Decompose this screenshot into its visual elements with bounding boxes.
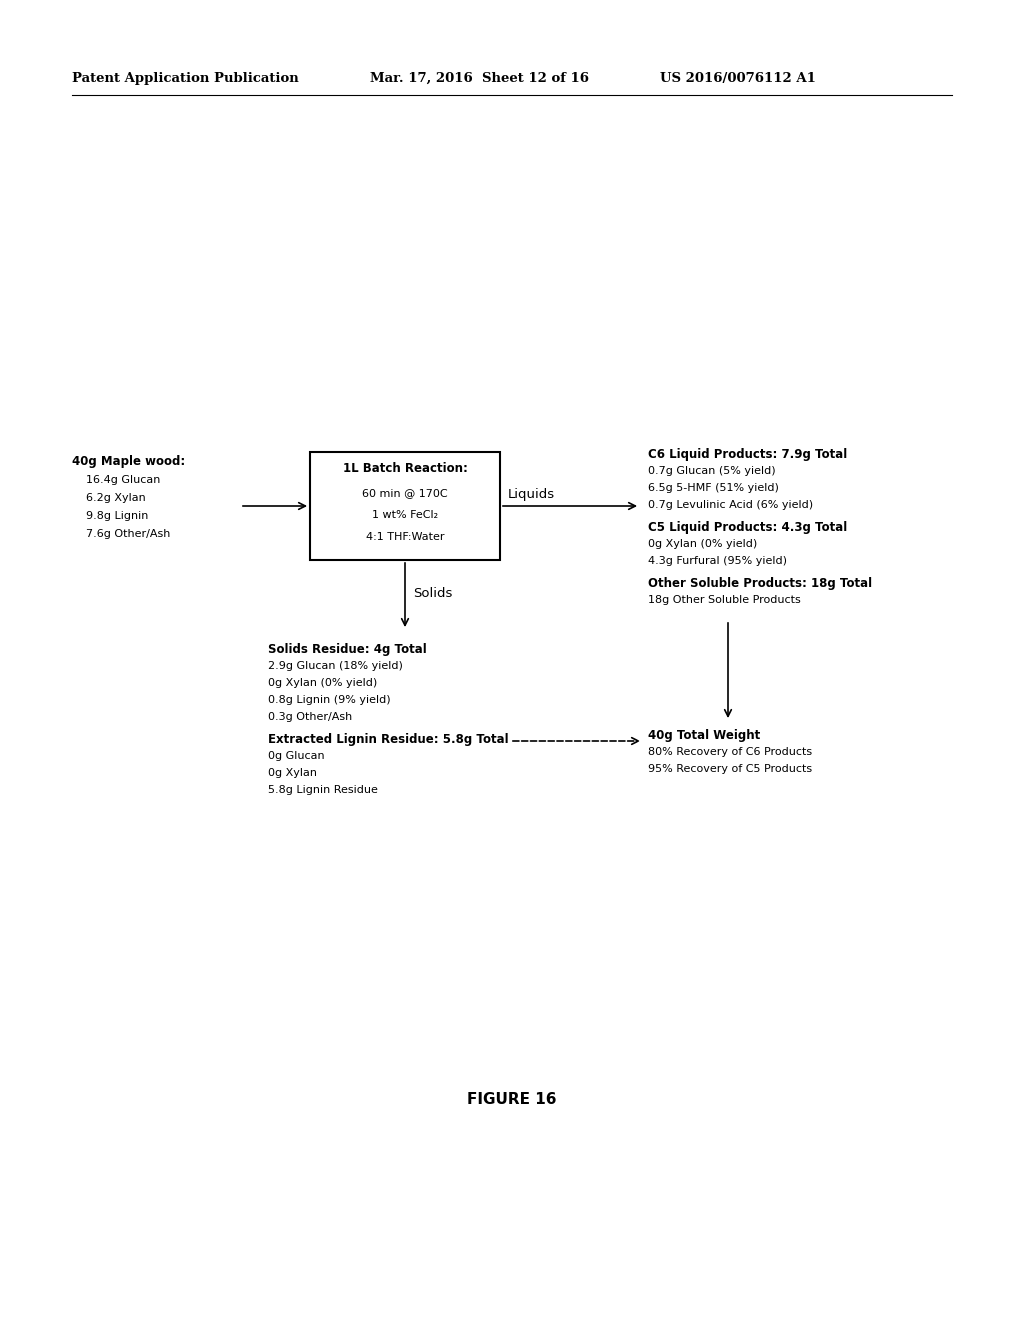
Text: 0g Xylan (0% yield): 0g Xylan (0% yield) xyxy=(648,539,758,549)
Text: 18g Other Soluble Products: 18g Other Soluble Products xyxy=(648,595,801,605)
Text: Liquids: Liquids xyxy=(508,488,555,502)
Text: 4.3g Furfural (95% yield): 4.3g Furfural (95% yield) xyxy=(648,556,787,566)
Text: 0.8g Lignin (9% yield): 0.8g Lignin (9% yield) xyxy=(268,696,390,705)
Text: US 2016/0076112 A1: US 2016/0076112 A1 xyxy=(660,73,816,84)
Text: 80% Recovery of C6 Products: 80% Recovery of C6 Products xyxy=(648,747,812,756)
Text: 0.7g Levulinic Acid (6% yield): 0.7g Levulinic Acid (6% yield) xyxy=(648,500,813,510)
Text: 0g Xylan: 0g Xylan xyxy=(268,768,317,777)
Text: 60 min @ 170C: 60 min @ 170C xyxy=(362,488,447,498)
Bar xyxy=(310,451,500,560)
Text: 7.6g Other/Ash: 7.6g Other/Ash xyxy=(86,529,170,539)
Text: 2.9g Glucan (18% yield): 2.9g Glucan (18% yield) xyxy=(268,661,402,671)
Text: 40g Maple wood:: 40g Maple wood: xyxy=(72,455,185,469)
Text: 5.8g Lignin Residue: 5.8g Lignin Residue xyxy=(268,785,378,795)
Text: Patent Application Publication: Patent Application Publication xyxy=(72,73,299,84)
Text: Solids Residue: 4g Total: Solids Residue: 4g Total xyxy=(268,643,427,656)
Text: C5 Liquid Products: 4.3g Total: C5 Liquid Products: 4.3g Total xyxy=(648,521,847,535)
Text: Mar. 17, 2016  Sheet 12 of 16: Mar. 17, 2016 Sheet 12 of 16 xyxy=(370,73,589,84)
Text: Solids: Solids xyxy=(413,587,453,601)
Text: 95% Recovery of C5 Products: 95% Recovery of C5 Products xyxy=(648,764,812,774)
Text: Other Soluble Products: 18g Total: Other Soluble Products: 18g Total xyxy=(648,577,872,590)
Text: 4:1 THF:Water: 4:1 THF:Water xyxy=(366,532,444,543)
Text: 16.4g Glucan: 16.4g Glucan xyxy=(86,475,161,484)
Text: 40g Total Weight: 40g Total Weight xyxy=(648,729,760,742)
Text: C6 Liquid Products: 7.9g Total: C6 Liquid Products: 7.9g Total xyxy=(648,447,847,461)
Text: 9.8g Lignin: 9.8g Lignin xyxy=(86,511,148,521)
Text: 1 wt% FeCl₂: 1 wt% FeCl₂ xyxy=(372,510,438,520)
Text: 6.5g 5-HMF (51% yield): 6.5g 5-HMF (51% yield) xyxy=(648,483,779,492)
Text: 0.3g Other/Ash: 0.3g Other/Ash xyxy=(268,711,352,722)
Text: Extracted Lignin Residue: 5.8g Total: Extracted Lignin Residue: 5.8g Total xyxy=(268,733,509,746)
Text: FIGURE 16: FIGURE 16 xyxy=(467,1093,557,1107)
Text: 6.2g Xylan: 6.2g Xylan xyxy=(86,492,145,503)
Text: 0.7g Glucan (5% yield): 0.7g Glucan (5% yield) xyxy=(648,466,775,477)
Text: 0g Xylan (0% yield): 0g Xylan (0% yield) xyxy=(268,678,377,688)
Text: 1L Batch Reaction:: 1L Batch Reaction: xyxy=(343,462,467,475)
Text: 0g Glucan: 0g Glucan xyxy=(268,751,325,762)
